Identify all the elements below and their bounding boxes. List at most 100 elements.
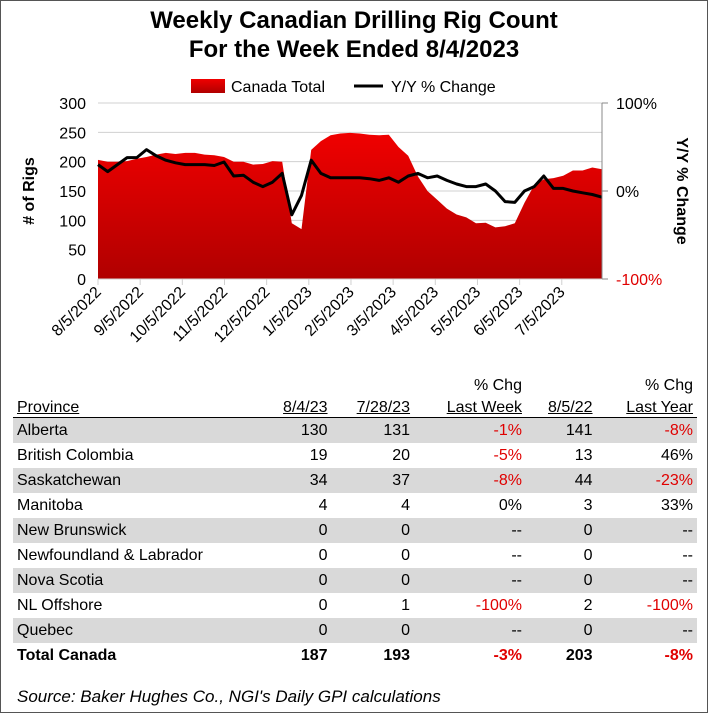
- table-cell: 2: [583, 596, 593, 614]
- table-cell: --: [511, 546, 522, 564]
- table-cell: 8/4/23: [261, 395, 332, 418]
- y-tick-label: 0: [77, 272, 86, 289]
- y-tick-label: 200: [59, 155, 86, 172]
- legend-swatch-area: [191, 79, 225, 93]
- table-row: New Brunswick 0 0 -- 0 --: [13, 518, 697, 543]
- table-cell: 13: [574, 446, 593, 464]
- table-cell: -8%: [414, 468, 526, 493]
- table-cell: --: [414, 618, 526, 643]
- table-cell: --: [596, 618, 697, 643]
- table-cell: --: [414, 518, 526, 543]
- rig-count-chart: 050100150200250300-100%0%100%8/5/20229/5…: [21, 79, 690, 346]
- table-cell: 19: [309, 446, 328, 464]
- table-cell: --: [596, 518, 697, 543]
- table-cell: 0: [318, 546, 328, 564]
- table-row: Nova Scotia 0 0 -- 0 --: [13, 568, 697, 593]
- table-row: Newfoundland & Labrador 0 0 -- 0 --: [13, 543, 697, 568]
- table-cell: 33%: [660, 496, 693, 514]
- table-cell: -100%: [475, 596, 522, 614]
- table-cell: 0: [331, 568, 415, 593]
- table-header: Province 8/4/23 7/28/23 Last Week 8/5/22 Last…: [13, 395, 697, 418]
- table-cell: --: [414, 568, 526, 593]
- table-row: NL Offshore 0 1 -100% 2 -100%: [13, 593, 697, 618]
- table-cell: 37: [331, 468, 415, 493]
- province-name: Saskatchewan: [13, 468, 261, 493]
- province-name: Quebec: [13, 618, 261, 643]
- table-cell: 3: [583, 496, 593, 514]
- y2-tick-label: -100%: [616, 272, 662, 289]
- y-tick-label: 250: [59, 125, 86, 142]
- table-cell: 34: [261, 468, 332, 493]
- province-name: NL Offshore: [17, 596, 103, 614]
- table-cell: 8/5/22: [525, 395, 597, 418]
- line-yoy-change: [97, 148, 603, 217]
- table-total-row: Total Canada 187 193 -3% 203 -8%: [13, 643, 697, 668]
- table-cell: -8%: [664, 646, 693, 664]
- table-cell: 7/28/23: [331, 395, 415, 418]
- chart-title-line2: For the Week Ended 8/4/2023: [188, 36, 520, 63]
- table-cell: % Chg: [644, 377, 693, 394]
- y-tick-label: 100: [59, 213, 86, 230]
- table-cell: -5%: [493, 446, 522, 464]
- table-cell: 0: [261, 518, 332, 543]
- province-name: Total Canada: [17, 646, 117, 664]
- table-cell: 187: [300, 646, 328, 664]
- table-cell: Last Week: [414, 395, 526, 418]
- area-canada-total: [98, 132, 602, 279]
- table-cell: -8%: [596, 417, 697, 443]
- y2-axis-label: Y/Y % Change: [673, 137, 690, 244]
- table-cell: 1: [401, 596, 411, 614]
- chart-title-line1: Weekly Canadian Drilling Rig Count: [150, 7, 558, 34]
- table-cell: 0: [401, 546, 411, 564]
- table-cell: --: [682, 546, 693, 564]
- table-row: British Colombia 19 20 -5% 13 46%: [13, 443, 697, 468]
- y-tick-label: 50: [68, 243, 86, 260]
- table-cell: 46%: [660, 446, 693, 464]
- table-cell: 203: [565, 646, 593, 664]
- table-cell: -3%: [493, 646, 522, 664]
- province-name: Nova Scotia: [13, 568, 261, 593]
- table-row: Alberta 130 131 -1% 141 -8%: [13, 417, 697, 443]
- province-name: [13, 373, 261, 395]
- table-cell: 0: [525, 618, 597, 643]
- table-cell: Last Year: [596, 395, 697, 418]
- table-cell: 20: [392, 446, 411, 464]
- table-cell: [526, 373, 597, 395]
- legend-label: Canada Total: [231, 79, 325, 96]
- table-cell: 0%: [498, 496, 522, 514]
- table-cell: -1%: [414, 417, 526, 443]
- source-note: Source: Baker Hughes Co., NGI's Daily GP…: [17, 687, 441, 706]
- table-cell: 141: [525, 417, 597, 443]
- table-cell: 0: [331, 518, 415, 543]
- table-cell: 0: [525, 568, 597, 593]
- table-header-top: % Chg % Chg: [13, 373, 697, 395]
- table-cell: 0: [318, 596, 328, 614]
- y2-tick-label: 100%: [616, 96, 657, 113]
- y2-tick-label: 0%: [616, 184, 639, 201]
- table-cell: [332, 373, 415, 395]
- table-cell: 4: [401, 496, 411, 514]
- province-name: Alberta: [13, 417, 261, 443]
- province-table: % Chg% Chg Province 8/4/23 7/28/23 Last Week…: [13, 373, 697, 668]
- province-name: Newfoundland & Labrador: [17, 546, 203, 564]
- table-cell: 4: [318, 496, 328, 514]
- table-cell: 193: [383, 646, 411, 664]
- table-cell: -23%: [596, 468, 697, 493]
- y-axis-label: # of Rigs: [21, 157, 38, 225]
- table-cell: 0: [261, 568, 332, 593]
- table-cell: 130: [261, 417, 332, 443]
- province-name: British Colombia: [17, 446, 134, 464]
- table-row: Quebec 0 0 -- 0 --: [13, 618, 697, 643]
- table-row: Manitoba 4 4 0% 3 33%: [13, 493, 697, 518]
- table-cell: 0: [261, 618, 332, 643]
- table-cell: % Chg: [473, 377, 522, 394]
- legend-label: Y/Y % Change: [391, 79, 496, 96]
- province-name: Province: [13, 395, 261, 418]
- table-cell: 0: [331, 618, 415, 643]
- y-tick-label: 300: [59, 96, 86, 113]
- table-cell: --: [596, 568, 697, 593]
- table-cell: 131: [331, 417, 415, 443]
- province-name: New Brunswick: [13, 518, 261, 543]
- table-cell: 0: [525, 518, 597, 543]
